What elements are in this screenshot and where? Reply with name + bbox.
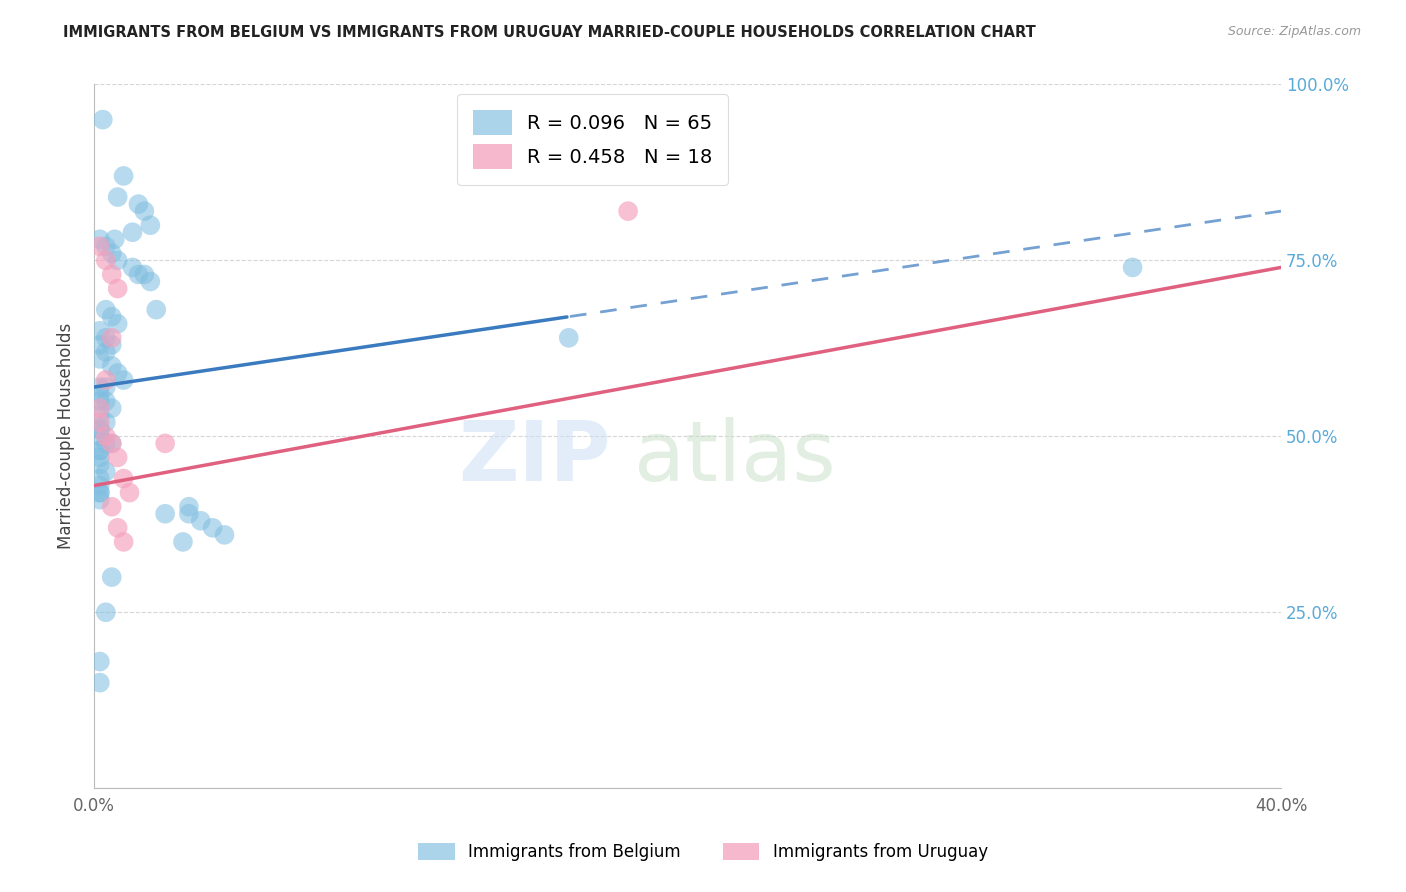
Text: atlas: atlas (634, 417, 835, 498)
Point (94, 415, 117, 429)
Point (89, 401, 111, 416)
Point (134, 204, 156, 219)
Point (100, 570, 122, 584)
Point (139, 275, 162, 289)
Point (94, 436, 117, 450)
Point (94, 331, 117, 345)
Point (100, 436, 122, 450)
Point (100, 359, 122, 373)
Point (177, 500, 200, 514)
Point (89, 675, 111, 690)
Point (153, 436, 176, 450)
Text: Source: ZipAtlas.com: Source: ZipAtlas.com (1227, 25, 1361, 38)
Point (112, 535, 135, 549)
Y-axis label: Married-couple Households: Married-couple Households (58, 323, 75, 549)
Point (89, 478, 111, 492)
Point (94, 465, 117, 479)
Point (89, 338, 111, 352)
Point (134, 268, 156, 282)
Point (107, 450, 129, 465)
Point (89, 239, 111, 253)
Text: ZIP: ZIP (458, 417, 610, 498)
Point (89, 655, 111, 669)
Point (617, 204, 640, 219)
Point (558, 331, 581, 345)
Text: IMMIGRANTS FROM BELGIUM VS IMMIGRANTS FROM URUGUAY MARRIED-COUPLE HOUSEHOLDS COR: IMMIGRANTS FROM BELGIUM VS IMMIGRANTS FR… (63, 25, 1036, 40)
Legend: R = 0.096   N = 65, R = 0.458   N = 18: R = 0.096 N = 65, R = 0.458 N = 18 (457, 95, 728, 185)
Point (89, 450, 111, 465)
Point (121, 225, 143, 239)
Point (89, 380, 111, 394)
Point (214, 528, 236, 542)
Point (201, 521, 224, 535)
Point (94, 394, 117, 409)
Point (153, 507, 176, 521)
Point (94, 253, 117, 268)
Point (89, 394, 111, 409)
Point (94, 605, 117, 619)
Point (89, 232, 111, 246)
Point (89, 472, 111, 486)
Point (107, 253, 129, 268)
Point (94, 239, 117, 253)
Point (91, 112, 114, 127)
Legend: Immigrants from Belgium, Immigrants from Uruguay: Immigrants from Belgium, Immigrants from… (412, 836, 994, 868)
Point (89, 429, 111, 443)
Point (121, 260, 143, 275)
Point (89, 443, 111, 458)
Point (89, 351, 111, 366)
Point (118, 485, 141, 500)
Point (100, 310, 122, 324)
Point (94, 302, 117, 317)
Point (89, 387, 111, 401)
Point (112, 373, 135, 387)
Point (100, 331, 122, 345)
Point (89, 485, 111, 500)
Point (139, 218, 162, 232)
Point (107, 281, 129, 295)
Point (89, 443, 111, 458)
Point (190, 514, 212, 528)
Point (89, 422, 111, 436)
Point (94, 429, 117, 443)
Point (89, 422, 111, 436)
Point (89, 492, 111, 507)
Point (100, 436, 122, 450)
Point (112, 169, 135, 183)
Point (107, 366, 129, 380)
Point (127, 268, 149, 282)
Point (89, 324, 111, 338)
Point (100, 268, 122, 282)
Point (107, 521, 129, 535)
Point (89, 408, 111, 422)
Point (94, 380, 117, 394)
Point (89, 485, 111, 500)
Point (107, 190, 129, 204)
Point (89, 458, 111, 472)
Point (100, 500, 122, 514)
Point (94, 373, 117, 387)
Point (1122, 260, 1144, 275)
Point (127, 197, 149, 211)
Point (89, 415, 111, 429)
Point (145, 302, 167, 317)
Point (172, 535, 194, 549)
Point (94, 344, 117, 359)
Point (107, 317, 129, 331)
Point (100, 401, 122, 416)
Point (104, 232, 127, 246)
Point (100, 338, 122, 352)
Point (177, 507, 200, 521)
Point (112, 472, 135, 486)
Point (100, 246, 122, 260)
